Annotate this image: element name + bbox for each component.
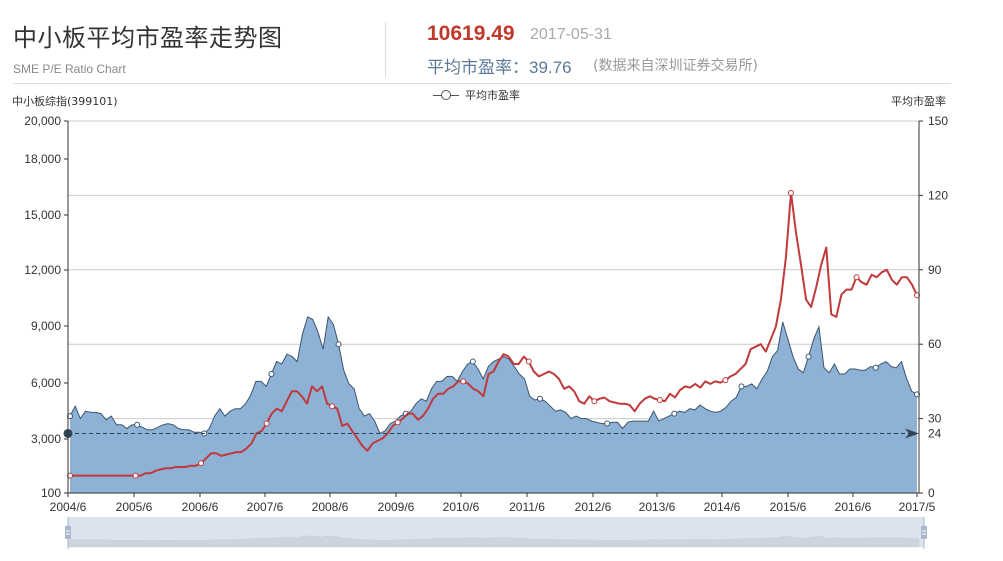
x-tick-label: 2009/6 (378, 500, 415, 514)
x-tick-label: 2013/6 (639, 500, 676, 514)
data-point-marker[interactable] (134, 421, 141, 428)
index-area-fill (70, 316, 917, 493)
data-point-marker[interactable] (853, 274, 860, 281)
pe-value: 39.76 (529, 58, 572, 77)
x-tick-label: 2012/6 (575, 500, 612, 514)
y-left-tick-label: 15,000 (24, 208, 61, 222)
x-tick-label: 2008/6 (312, 500, 349, 514)
data-point-marker[interactable] (591, 398, 598, 405)
markline-label: 24 (928, 426, 942, 440)
markline-arrow-icon (905, 428, 919, 439)
zoom-handle-end[interactable] (921, 526, 927, 539)
data-point-marker[interactable] (329, 403, 336, 410)
y-right-tick-label: 90 (928, 263, 942, 277)
pe-line (70, 191, 918, 477)
data-point-marker[interactable] (872, 364, 879, 371)
data-point-marker[interactable] (394, 419, 401, 426)
left-axis-title: 中小板综指(399101) (12, 95, 118, 108)
data-point-marker[interactable] (335, 341, 342, 348)
line-circle-icon (433, 90, 459, 100)
data-point-marker[interactable] (738, 383, 745, 390)
y-right-tick-label: 30 (928, 412, 942, 426)
data-point-marker[interactable] (198, 460, 205, 467)
y-left-tick-label: 100 (41, 486, 61, 500)
x-tick-label: 2007/6 (247, 500, 284, 514)
axes: 100 3,000 6,000 9,000 12,000 15,000 18,000 20,0… (24, 114, 948, 514)
y-right-tick-label: 120 (928, 188, 948, 202)
data-point-marker[interactable] (656, 397, 663, 403)
x-tick-label: 2005/6 (116, 500, 153, 514)
pe-summary: 平均市盈率：39.76 (427, 53, 572, 78)
header-divider (385, 22, 386, 77)
x-tick-label: 2016/6 (835, 500, 872, 514)
y-right-tick-label: 0 (928, 486, 935, 500)
data-point-marker[interactable] (460, 378, 467, 385)
x-tick-label: 2004/6 (50, 500, 87, 514)
y-left-tick-label: 6,000 (31, 376, 61, 390)
x-tick-label: 2011/6 (509, 500, 545, 514)
data-point-marker[interactable] (132, 472, 139, 479)
data-point-marker[interactable] (536, 395, 543, 402)
data-point-marker[interactable] (268, 370, 275, 377)
source-note: (数据来自深圳证券交易所) (593, 58, 758, 74)
data-point-marker[interactable] (787, 189, 794, 196)
data-point-marker[interactable] (805, 353, 812, 360)
right-axis-title: 平均市盈率 (891, 95, 946, 108)
markline-24: 24 (63, 426, 942, 440)
x-tick-label: 2014/6 (704, 500, 741, 514)
x-tick-label: 2010/6 (443, 500, 480, 514)
index-area-outline (69, 315, 918, 435)
legend-label: 平均市盈率 (465, 89, 520, 102)
index-value: 10619.49 (427, 22, 515, 45)
data-point-marker[interactable] (263, 420, 270, 427)
data-point-marker[interactable] (469, 358, 476, 365)
data-point-marker[interactable] (722, 377, 729, 384)
y-left-tick-label: 9,000 (31, 319, 61, 333)
zoom-preview-area (67, 535, 920, 548)
header-divider-line (13, 83, 951, 84)
index-area-series[interactable] (67, 315, 920, 493)
y-right-tick-label: 60 (928, 337, 942, 351)
y-right-tick-label: 150 (928, 114, 948, 128)
page-title: 中小板平均市盈率走势图 (13, 24, 283, 52)
x-tick-label: 2006/6 (182, 500, 219, 514)
data-point-marker[interactable] (671, 410, 678, 417)
chart-header: 中小板平均市盈率走势图 SME P/E Ratio Chart 10619.49… (0, 0, 1003, 84)
y-left-tick-label: 18,000 (24, 152, 61, 166)
pe-line-series[interactable] (67, 189, 920, 479)
zoom-handle-start[interactable] (65, 526, 71, 539)
data-point-marker[interactable] (604, 420, 611, 427)
pe-label: 平均市盈率： (427, 58, 529, 78)
y-left-tick-label: 12,000 (24, 263, 61, 277)
page-subtitle: SME P/E Ratio Chart (13, 62, 126, 76)
y-left-tick-label: 3,000 (31, 432, 61, 446)
legend-item-pe[interactable]: 平均市盈率 (433, 87, 520, 103)
data-date: 2017-05-31 (530, 26, 612, 43)
data-point-marker[interactable] (525, 358, 532, 365)
x-tick-label: 2015/6 (770, 500, 807, 514)
x-tick-label: 2017/5 (899, 500, 936, 514)
y-left-tick-label: 20,000 (24, 114, 61, 128)
data-zoom-slider[interactable] (65, 517, 927, 549)
